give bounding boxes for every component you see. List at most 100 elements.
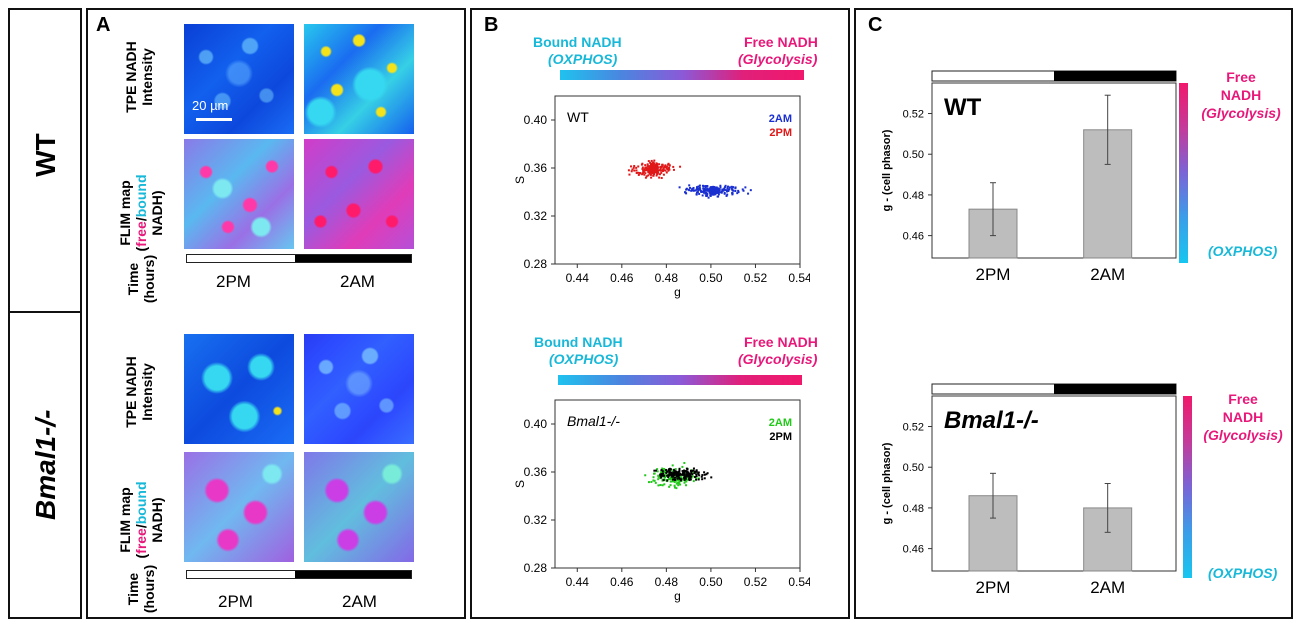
- scatter-point: [658, 169, 661, 172]
- scatter-point: [674, 478, 677, 481]
- wt-free-label: Free NADH: [744, 34, 818, 50]
- scatter-point: [703, 190, 706, 193]
- scatter-point: [700, 190, 703, 193]
- scatter-point: [637, 173, 640, 176]
- scatter-point: [666, 474, 669, 477]
- scatter-point: [678, 469, 681, 472]
- scatter-point: [698, 184, 701, 187]
- scatter-point: [679, 165, 682, 168]
- scatter-point: [678, 186, 681, 189]
- scatter-point: [650, 159, 653, 162]
- scatter-point: [659, 473, 662, 476]
- scatter-point: [717, 189, 720, 192]
- scatter-point: [688, 473, 691, 476]
- scatter-point: [645, 175, 648, 178]
- scatter-point: [655, 174, 658, 177]
- scatter-point: [689, 186, 692, 189]
- scatter-point: [675, 479, 678, 482]
- scatter-point: [680, 478, 683, 481]
- flim-bound-word: bound: [133, 174, 149, 218]
- wt-time-2pm: 2PM: [216, 272, 251, 291]
- scatter-point: [741, 188, 744, 191]
- scatter-point: [637, 165, 640, 168]
- scatter-point: [691, 188, 694, 191]
- scatter-point: [675, 482, 678, 485]
- scatter-point: [701, 194, 704, 197]
- scatter-point: [657, 478, 660, 481]
- scatter-point: [689, 478, 692, 481]
- scatter-point: [696, 191, 699, 194]
- wt-vertical-colorbar: [1179, 83, 1188, 263]
- scatter-point: [647, 165, 650, 168]
- y-tick-label: 0.40: [524, 113, 548, 127]
- scatter-point: [682, 478, 685, 481]
- scatter-point: [644, 176, 647, 179]
- scatter-point: [726, 193, 729, 196]
- scatter-point: [653, 472, 656, 475]
- scatter-point: [677, 473, 680, 476]
- scatter-point: [659, 165, 662, 168]
- scatter-point: [705, 189, 708, 192]
- scatter-point: [662, 173, 665, 176]
- scatter-point: [703, 188, 706, 191]
- wt-time-bar: [186, 254, 412, 263]
- scatter-point: [661, 163, 664, 166]
- scatter-point: [661, 165, 664, 168]
- scale-bar-label: 20 µm: [192, 98, 229, 113]
- wt-2am-intensity-image: [304, 24, 414, 134]
- scatter-point: [724, 184, 727, 187]
- ko-2am-flim-image: [304, 452, 414, 562]
- scatter-point: [688, 479, 691, 482]
- scatter-point: [705, 194, 708, 197]
- scatter-point: [683, 471, 686, 474]
- scatter-point: [633, 164, 636, 167]
- scatter-point: [653, 469, 656, 472]
- scatter-point: [641, 173, 644, 176]
- scatter-point: [660, 471, 663, 474]
- scatter-point: [635, 171, 638, 174]
- scatter-point: [749, 189, 752, 192]
- scatter-point: [660, 473, 663, 476]
- scatter-point: [648, 172, 651, 175]
- scatter-point: [628, 173, 631, 176]
- chart-title: Bmal1-/-: [944, 407, 1039, 434]
- scatter-point: [668, 471, 671, 474]
- scatter-point: [640, 163, 643, 166]
- row-label-flim-wt: FLIM map (free/bound NADH): [117, 174, 165, 252]
- scatter-point: [670, 480, 673, 483]
- scatter-point: [704, 192, 707, 195]
- flim-free-word: free: [133, 221, 149, 247]
- scatter-point: [661, 478, 664, 481]
- scatter-point: [630, 165, 633, 168]
- scatter-point: [666, 479, 669, 482]
- scatter-point: [659, 169, 662, 172]
- y-tick-label: 0.46: [903, 231, 924, 243]
- scatter-point: [685, 475, 688, 478]
- wt-free-sub: (Glycolysis): [738, 51, 818, 67]
- scatter-point: [644, 172, 647, 175]
- x-tick-label: 0.48: [655, 271, 679, 285]
- scatter-point: [652, 174, 655, 177]
- scatter-point: [656, 468, 659, 471]
- x-axis-label: g: [674, 589, 681, 603]
- scatter-point: [731, 192, 734, 195]
- scatter-point: [707, 196, 710, 199]
- scatter-point: [667, 474, 670, 477]
- scatter-point: [665, 167, 668, 170]
- scatter-point: [665, 468, 668, 471]
- legend-2pm: 2PM: [769, 127, 792, 139]
- scatter-point: [647, 171, 650, 174]
- scatter-point: [675, 472, 678, 475]
- x-tick-label: 0.44: [566, 575, 590, 589]
- scatter-point: [692, 469, 695, 472]
- scatter-point: [677, 482, 680, 485]
- scatter-point: [728, 186, 731, 189]
- scatter-point: [677, 484, 680, 487]
- scatter-point: [632, 166, 635, 169]
- ko-nadh-colorbar: [558, 375, 802, 385]
- scatter-point: [717, 193, 720, 196]
- scatter-point: [695, 478, 698, 481]
- x-tick-label: 0.48: [655, 575, 679, 589]
- scatter-point: [678, 467, 681, 470]
- scatter-point: [641, 172, 644, 175]
